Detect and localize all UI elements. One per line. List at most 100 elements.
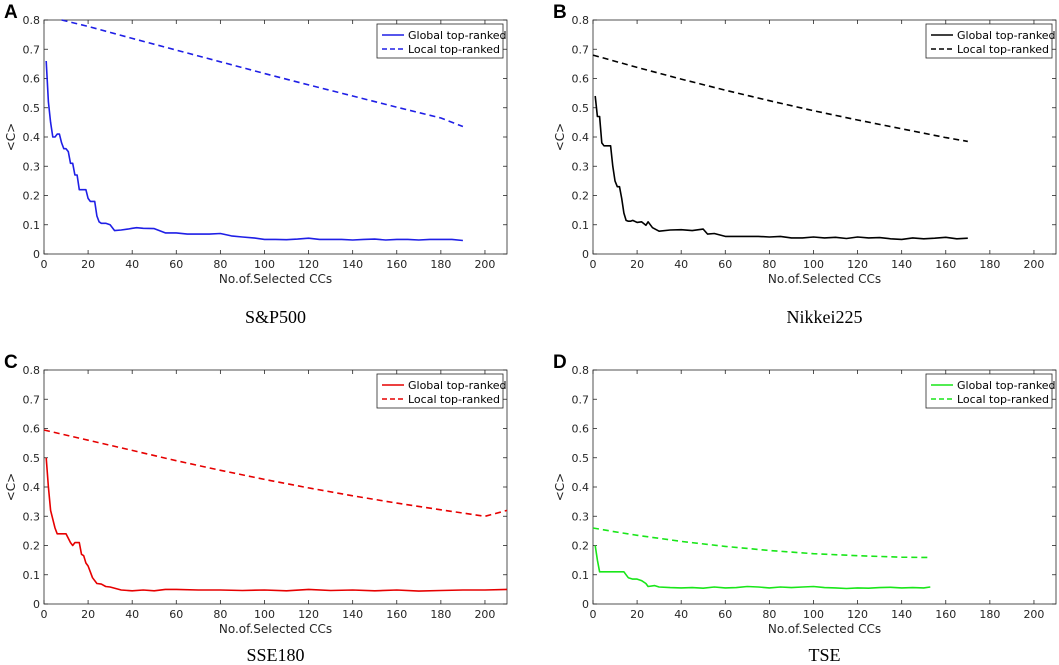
y-tick-label: 0.7 xyxy=(572,393,590,406)
x-tick-label: 100 xyxy=(803,608,824,621)
x-tick-label: 140 xyxy=(342,608,363,621)
x-tick-label: 200 xyxy=(474,608,495,621)
x-axis-label: No.of.Selected CCs xyxy=(219,622,332,636)
x-tick-label: 20 xyxy=(81,608,95,621)
y-tick-label: 0 xyxy=(33,248,40,261)
y-tick-label: 0.7 xyxy=(23,393,41,406)
x-tick-label: 0 xyxy=(590,258,597,271)
y-tick-label: 0.1 xyxy=(572,569,590,582)
legend-entry: Local top-ranked xyxy=(408,393,500,406)
panel-c: C 0 20 40 60 80 100 120 140 160 180 200 0 0.1 0.2 0.3 0.… xyxy=(4,352,508,665)
x-tick-label: 200 xyxy=(474,258,495,271)
panel-label: B xyxy=(553,2,567,23)
x-tick-label: 20 xyxy=(630,258,644,271)
panel-caption: S&P500 xyxy=(245,307,306,327)
x-tick-label: 200 xyxy=(1023,608,1044,621)
y-tick-label: 0.1 xyxy=(23,569,41,582)
y-tick-label: 0.5 xyxy=(23,452,41,465)
y-tick-label: 0.8 xyxy=(572,14,590,27)
x-tick-label: 100 xyxy=(803,258,824,271)
x-tick-label: 180 xyxy=(430,608,451,621)
legend-entry: Local top-ranked xyxy=(408,43,500,56)
x-tick-label: 80 xyxy=(762,258,776,271)
y-axis-label: <C> xyxy=(553,473,567,502)
x-tick-label: 160 xyxy=(386,608,407,621)
series-local-top-ranked xyxy=(592,527,931,559)
panel-b: B 0 20 40 60 80 100 120 140 160 180 200 0 0.1 0.2 0.3 0.… xyxy=(553,2,1057,327)
panel-d: D 0 20 40 60 80 100 120 140 160 180 200 0 0.1 0.2 0.3 0.… xyxy=(553,352,1057,665)
panel-label: C xyxy=(4,352,18,373)
legend-entry: Global top-ranked xyxy=(957,29,1056,42)
legend-box xyxy=(376,373,504,409)
y-tick-label: 0 xyxy=(582,248,589,261)
x-tick-label: 200 xyxy=(1023,258,1044,271)
y-tick-label: 0.7 xyxy=(23,43,41,56)
x-tick-label: 60 xyxy=(718,608,732,621)
y-axis-label: <C> xyxy=(553,123,567,152)
x-tick-label: 180 xyxy=(430,258,451,271)
x-tick-label: 120 xyxy=(847,608,868,621)
y-tick-label: 0.6 xyxy=(23,73,41,86)
x-tick-label: 80 xyxy=(762,608,776,621)
x-tick-label: 40 xyxy=(674,608,688,621)
x-tick-label: 180 xyxy=(979,608,1000,621)
legend-box xyxy=(925,23,1053,59)
x-tick-label: 100 xyxy=(254,258,275,271)
x-tick-label: 140 xyxy=(342,258,363,271)
series-global-top-ranked xyxy=(45,60,463,242)
legend-box xyxy=(376,23,504,59)
x-tick-label: 20 xyxy=(81,258,95,271)
x-tick-label: 60 xyxy=(718,258,732,271)
legend-entry: Global top-ranked xyxy=(957,379,1056,392)
x-axis-label: No.of.Selected CCs xyxy=(768,272,881,286)
x-axis-label: No.of.Selected CCs xyxy=(219,272,332,286)
x-tick-label: 80 xyxy=(213,258,227,271)
y-tick-label: 0.3 xyxy=(572,510,590,523)
legend-entry: Local top-ranked xyxy=(957,393,1049,406)
x-tick-label: 120 xyxy=(298,608,319,621)
y-tick-label: 0.6 xyxy=(572,423,590,436)
y-tick-label: 0.4 xyxy=(23,481,41,494)
y-tick-label: 0.2 xyxy=(23,190,41,203)
x-tick-label: 0 xyxy=(41,258,48,271)
x-tick-label: 60 xyxy=(169,258,183,271)
y-tick-label: 0.3 xyxy=(572,160,590,173)
y-tick-label: 0.2 xyxy=(572,190,590,203)
x-tick-label: 120 xyxy=(847,258,868,271)
y-tick-label: 0.3 xyxy=(23,160,41,173)
panel-a: A 0 20 40 60 80 100 120 140 160 180 200 0 0.1 0.2 0.3 0.… xyxy=(4,2,508,327)
x-tick-label: 0 xyxy=(590,608,597,621)
y-tick-label: 0.3 xyxy=(23,510,41,523)
y-tick-label: 0.8 xyxy=(572,364,590,377)
x-tick-label: 60 xyxy=(169,608,183,621)
y-tick-label: 0.1 xyxy=(23,219,41,232)
y-tick-label: 0.8 xyxy=(23,14,41,27)
x-tick-label: 160 xyxy=(935,608,956,621)
panel-caption: SSE180 xyxy=(246,645,304,665)
x-tick-label: 20 xyxy=(630,608,644,621)
panel-caption: TSE xyxy=(808,645,840,665)
x-axis-label: No.of.Selected CCs xyxy=(768,622,881,636)
x-tick-label: 0 xyxy=(41,608,48,621)
legend-entry: Global top-ranked xyxy=(408,29,507,42)
series-local-top-ranked xyxy=(43,429,508,518)
x-tick-label: 100 xyxy=(254,608,275,621)
series-local-top-ranked xyxy=(61,19,464,128)
y-tick-label: 0 xyxy=(582,598,589,611)
y-tick-label: 0.2 xyxy=(572,540,590,553)
x-tick-label: 140 xyxy=(891,608,912,621)
x-tick-label: 140 xyxy=(891,258,912,271)
y-tick-label: 0.5 xyxy=(23,102,41,115)
legend-entry: Local top-ranked xyxy=(957,43,1049,56)
series-local-top-ranked xyxy=(592,54,968,143)
y-tick-label: 0.4 xyxy=(572,131,590,144)
y-tick-label: 0.8 xyxy=(23,364,41,377)
legend-entry: Global top-ranked xyxy=(408,379,507,392)
x-tick-label: 80 xyxy=(213,608,227,621)
y-tick-label: 0.6 xyxy=(572,73,590,86)
x-tick-label: 40 xyxy=(125,608,139,621)
y-tick-label: 0 xyxy=(33,598,40,611)
